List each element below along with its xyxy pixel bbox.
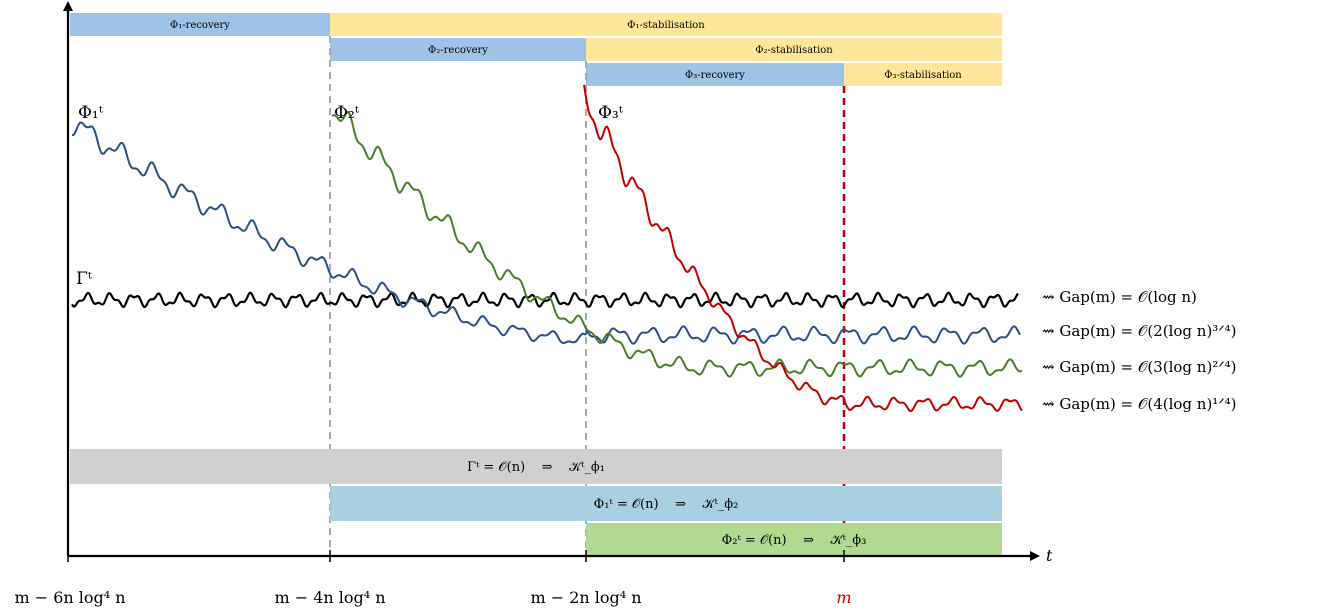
phi2-stabilisation-bar (586, 38, 1002, 61)
gap-phi3-label: ⇝ Gap(m) = 𝒪(4(log n)¹ᐟ⁴) (1042, 395, 1237, 413)
gap-annotations: ⇝ Gap(m) = 𝒪(log n) ⇝ Gap(m) = 𝒪(2(log n… (1042, 288, 1237, 413)
gap-gamma-label: ⇝ Gap(m) = 𝒪(log n) (1042, 288, 1197, 306)
x-axis-label: t (1046, 546, 1053, 565)
phi3-curve (583, 84, 1023, 413)
phi1-curve (71, 121, 1021, 345)
phi1-recovery-bar (70, 13, 330, 36)
phase-bars: Φ₁-recovery Φ₁-stabilisation Φ₂-recovery… (70, 13, 1002, 86)
y-axis-arrow (63, 1, 73, 11)
gamma-band-label: Γᵗ = 𝒪(n) ⇒ 𝒦ᵗ_ϕ₁ (467, 460, 605, 475)
gamma-curve-label: Γᵗ (76, 269, 93, 289)
phi2-band-label: Φ₂ᵗ = 𝒪(n) ⇒ 𝒦ᵗ_ϕ₃ (722, 533, 867, 548)
phi2-recovery-bar (330, 38, 586, 61)
phi2-curve (331, 110, 1023, 378)
phi3-recovery-label: Φ₃-recovery (685, 70, 745, 81)
phi3-curve-label: Φ₃ᵗ (598, 103, 624, 123)
curves (71, 84, 1023, 413)
tick-label-4: m (836, 588, 851, 607)
axes: t m − 6n log⁴ n m − 4n log⁴ n m − 2n log… (14, 1, 1053, 607)
phi3-stabilisation-bar (844, 63, 1002, 86)
phi3-recovery-bar (586, 63, 844, 86)
phi2-stabilisation-label: Φ₂-stabilisation (755, 45, 833, 56)
gamma-band (70, 449, 1002, 484)
phi1-stabilisation-bar (330, 13, 1002, 36)
phi1-band (330, 486, 1002, 521)
phi1-recovery-label: Φ₁-recovery (170, 20, 230, 31)
phi2-band (586, 523, 1002, 556)
phi2-curve-label: Φ₂ᵗ (334, 103, 360, 123)
gamma-curve (71, 291, 1019, 309)
x-axis-arrow (1030, 551, 1040, 561)
tick-label-2: m − 4n log⁴ n (274, 588, 385, 607)
tick-label-3: m − 2n log⁴ n (530, 588, 641, 607)
phi1-curve-label: Φ₁ᵗ (78, 103, 104, 123)
curve-labels: Φ₁ᵗ Φ₂ᵗ Φ₃ᵗ Γᵗ (76, 103, 624, 289)
phi1-band-label: Φ₁ᵗ = 𝒪(n) ⇒ 𝒦ᵗ_ϕ₂ (594, 497, 739, 512)
phi3-stabilisation-label: Φ₃-stabilisation (884, 70, 962, 81)
potential-bands: Γᵗ = 𝒪(n) ⇒ 𝒦ᵗ_ϕ₁ Φ₁ᵗ = 𝒪(n) ⇒ 𝒦ᵗ_ϕ₂ Φ₂ᵗ… (70, 449, 1002, 556)
tick-label-1: m − 6n log⁴ n (14, 588, 125, 607)
gap-phi2-label: ⇝ Gap(m) = 𝒪(3(log n)²ᐟ⁴) (1042, 358, 1237, 376)
gap-phi1-label: ⇝ Gap(m) = 𝒪(2(log n)³ᐟ⁴) (1042, 322, 1237, 340)
phi1-stabilisation-label: Φ₁-stabilisation (627, 20, 705, 31)
phi2-recovery-label: Φ₂-recovery (428, 45, 488, 56)
